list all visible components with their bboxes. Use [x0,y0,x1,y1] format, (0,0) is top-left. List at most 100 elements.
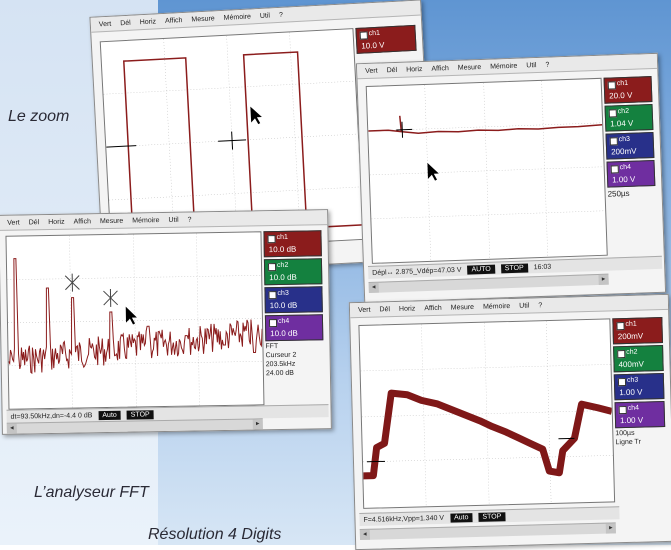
menu-mesure[interactable]: Mesure [191,15,215,23]
channel-name: ch2 [277,262,288,269]
fft-auto-button[interactable]: Auto [98,410,121,419]
channel-checkbox-icon[interactable] [268,263,276,271]
menu-util[interactable]: Util [260,12,270,20]
menu-mesure[interactable]: Mesure [100,217,123,224]
res-channel-1[interactable]: ch1 200mV [612,317,663,344]
menu-del[interactable]: Dél [120,19,131,27]
channel-value: 1.00 V [612,175,635,185]
scroll-right-icon[interactable]: ▸ [598,275,608,285]
mid-channel-4[interactable]: ch4 1.00 V [606,160,655,188]
menu-memoire[interactable]: Mémoire [132,217,159,224]
caption-fft: L’analyseur FFT [34,484,149,502]
menu-vert[interactable]: Vert [99,20,112,28]
channel-value: 1.04 V [610,119,633,129]
fft-mode-label[interactable]: FFT [265,342,323,350]
fft-cursor-2 [103,289,117,307]
menu-affich[interactable]: Affich [73,218,91,225]
channel-checkbox-icon[interactable] [616,322,624,330]
menu-vert[interactable]: Vert [7,219,20,226]
channel-name: ch4 [628,405,639,412]
menu-memoire[interactable]: Mémoire [490,62,517,70]
fft-stop-button[interactable]: STOP [127,410,154,419]
scroll-left-icon[interactable]: ◂ [360,530,370,540]
channel-checkbox-icon[interactable] [269,319,277,327]
res-timebase[interactable]: 100µs [615,429,665,437]
fft-menubar: Vert Dél Horiz Affich Mesure Mémoire Uti… [0,210,327,231]
res-plot[interactable] [358,318,615,509]
menu-del[interactable]: Dél [29,219,40,226]
channel-name: ch4 [620,164,632,171]
menu-util[interactable]: Util [519,302,529,309]
channel-checkbox-icon[interactable] [619,406,627,414]
menu-mesure[interactable]: Mesure [451,303,475,311]
caption-zoom: Le zoom [8,108,69,126]
scroll-left-icon[interactable]: ◂ [7,424,17,434]
menu-util[interactable]: Util [168,216,178,223]
menu-memoire[interactable]: Mémoire [483,303,510,311]
channel-value: 10.0 dB [270,329,298,338]
channel-name: ch1 [625,321,636,328]
mid-plot[interactable] [366,78,608,264]
menu-affich[interactable]: Affich [165,17,183,25]
channel-checkbox-icon[interactable] [617,350,625,358]
mid-status-text: Dépl↔ 2.875_Vdép=47.03 V [372,266,462,276]
menu-del[interactable]: Dél [379,306,390,313]
res-auto-button[interactable]: Auto [450,513,473,523]
menu-del[interactable]: Dél [386,66,397,73]
channel-name: ch1 [617,80,629,87]
channel-checkbox-icon[interactable] [608,81,616,89]
menu-affich[interactable]: Affich [424,304,442,311]
menu-horiz[interactable]: Horiz [406,66,423,74]
menu-affich[interactable]: Affich [431,65,449,73]
mid-stop-button[interactable]: STOP [501,263,528,273]
scroll-left-icon[interactable]: ◂ [369,283,379,293]
zoom-channel-1[interactable]: ch1 10.0 V [355,25,416,54]
scroll-right-icon[interactable]: ▸ [606,523,616,533]
menu-horiz[interactable]: Horiz [399,305,416,312]
channel-name: ch3 [619,136,631,143]
channel-checkbox-icon[interactable] [609,109,617,117]
menu-help[interactable]: ? [188,216,192,223]
fft-cursor-freq: 203.5kHz [266,360,324,368]
channel-checkbox-icon[interactable] [268,235,276,243]
channel-checkbox-icon[interactable] [618,378,626,386]
res-stop-button[interactable]: STOP [478,512,505,522]
channel-checkbox-icon[interactable] [610,137,618,145]
zoom-channel-panel: ch1 10.0 V [355,25,416,54]
menu-vert[interactable]: Vert [365,67,378,74]
channel-name: ch2 [618,108,630,115]
channel-value: 200mV [618,332,644,342]
channel-checkbox-icon[interactable] [360,31,368,39]
menu-help[interactable]: ? [538,302,542,309]
menu-mesure[interactable]: Mesure [458,63,482,71]
menu-horiz[interactable]: Horiz [140,18,157,26]
mid-channel-2[interactable]: ch2 1.04 V [605,104,654,132]
res-trigger-label: Ligne Tr [615,438,665,446]
channel-checkbox-icon[interactable] [268,291,276,299]
channel-value: 200mV [611,147,637,157]
channel-checkbox-icon[interactable] [611,165,619,173]
menu-vert[interactable]: Vert [358,306,371,313]
res-trace-svg [359,319,614,507]
menu-memoire[interactable]: Mémoire [224,13,252,21]
scroll-right-icon[interactable]: ▸ [253,419,263,429]
channel-name: ch1 [276,234,287,241]
menu-horiz[interactable]: Horiz [48,218,64,225]
mid-timebase[interactable]: 250µs [607,188,655,199]
menu-help[interactable]: ? [279,11,283,18]
mouse-cursor-icon [427,163,439,181]
menu-util[interactable]: Util [526,62,536,69]
menu-help[interactable]: ? [545,61,549,68]
mid-channel-3[interactable]: ch3 200mV [606,132,655,160]
fft-plot[interactable] [5,231,264,409]
mid-auto-button[interactable]: AUTO [467,264,495,274]
